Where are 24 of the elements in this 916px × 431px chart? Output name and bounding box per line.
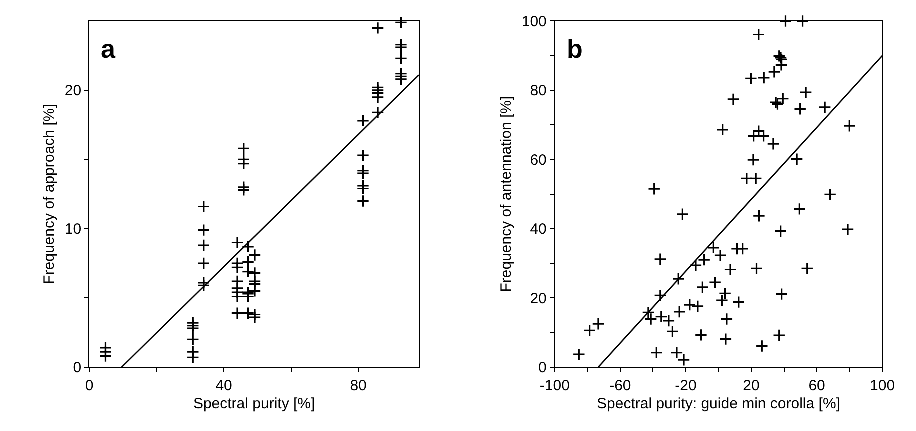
y-tick-label: 10	[64, 221, 82, 238]
x-tick-label: -60	[610, 377, 632, 394]
x-tick-label: 80	[350, 377, 367, 394]
text: b	[567, 34, 583, 64]
x-tick-label: 0	[85, 377, 94, 394]
x-tick-label: 20	[743, 377, 760, 394]
y-tick-label: 0	[538, 360, 547, 377]
x-axis-title: Spectral purity: guide min corolla [%]	[597, 395, 840, 412]
y-tick-label: 40	[530, 221, 547, 238]
x-tick-label: 60	[808, 377, 826, 394]
y-tick-label: 0	[73, 360, 82, 377]
y-tick-label: 80	[530, 82, 547, 100]
y-tick-label: 20	[530, 290, 547, 308]
y-tick-label: 60	[530, 152, 547, 169]
x-axis-title: Spectral purity [%]	[193, 395, 316, 412]
x-tick-label: -20	[675, 377, 697, 394]
y-tick-label: 20	[64, 82, 82, 100]
y-tick-label: 100	[522, 14, 547, 30]
x-tick-label: 100	[870, 377, 896, 394]
x-tick-label: 40	[216, 377, 232, 394]
text: a	[101, 34, 116, 64]
x-tick-label: -100	[540, 377, 570, 394]
y-axis-title: Frequency of approach [%]	[41, 104, 58, 284]
y-axis-title: Frequency of antennation [%]	[498, 96, 516, 292]
